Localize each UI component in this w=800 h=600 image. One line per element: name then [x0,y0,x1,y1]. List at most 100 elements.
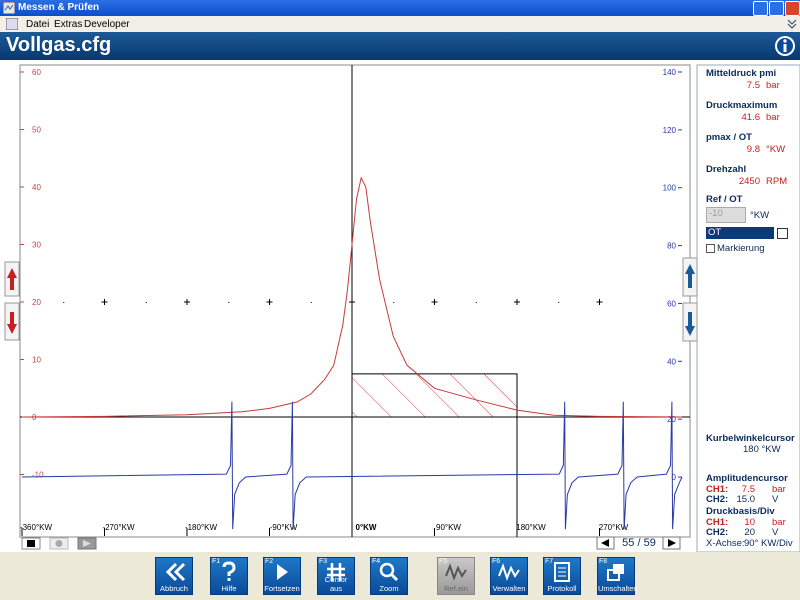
toolbar-button[interactable]: F2 Fortsetzen [263,557,301,595]
title-bar: Messen & Prüfen [0,0,800,16]
function-key: F1 [212,558,221,565]
basis-value: 20 [744,527,755,538]
x-tick-label: 270°KW [599,523,629,532]
y-tick-label: 60 [32,68,41,77]
button-icon [222,561,236,581]
menu-bar: Datei Extras Developer [0,16,800,33]
button-label: Verwalten [492,584,526,593]
y-tick-label: 20 [32,298,41,307]
basis-unit: bar [772,517,786,528]
y2-tick-label: 40 [667,357,676,366]
window-title: Messen & Prüfen [18,2,100,13]
amp-channel: CH1: [706,484,729,495]
y2-tick-label: 60 [667,299,676,308]
y2-down-button[interactable] [682,302,698,342]
minimize-button[interactable] [753,1,768,16]
amp-unit: bar [772,484,786,495]
menu-item[interactable]: Developer [84,19,130,30]
toolbar-button[interactable]: Abbruch [155,557,193,595]
plot-frame [19,64,691,538]
grid-marker [514,299,520,305]
markierung-checkbox[interactable] [706,244,715,253]
grid-dot [63,302,65,303]
button-label: Zoom [379,584,399,593]
grid-dot [558,302,560,303]
grid-marker [184,299,190,305]
info-button[interactable] [774,35,796,57]
toolbar-button[interactable]: F3 Cursor aus [317,557,355,595]
x-tick-label: 90°KW [436,523,461,532]
toolbar: Abbruch F1 Hilfe F2 Fortsetzen F3 Cursor aus F4… [0,552,800,600]
record-icon [55,540,63,547]
toolbar-button[interactable]: F6 Verwalten [490,557,528,595]
basis-channel: CH1: [706,517,729,528]
ref-ot-input: -10 [706,207,746,223]
amp-channel: CH2: [706,494,729,505]
y2-up-button[interactable] [682,257,698,297]
collapse-icon[interactable] [786,18,798,30]
function-key: F4 [372,558,381,565]
kw-cursor-label: Kurbelwinkelcursor [706,433,795,444]
grid-marker [596,299,603,305]
toolbar-button[interactable]: F4 Zoom [370,557,408,595]
y-tick-label: 40 [32,183,41,192]
basis-label: Druckbasis/Div [706,506,775,517]
basis-unit: V [772,527,779,538]
button-icon [554,562,570,582]
kw-cursor-value: 180 °KW [743,444,781,455]
ref-ot-label: Ref / OT [706,194,743,205]
x-tick-label: -360°KW [20,523,53,532]
readout-unit: °KW [766,144,786,155]
button-icon [379,562,399,582]
grid-marker [431,299,438,305]
toolbar-button[interactable]: F1 Hilfe [210,557,248,595]
button-label: Fortsetzen [264,584,300,593]
markierung-label: Markierung [717,243,765,254]
menu-item[interactable]: Extras [54,19,83,30]
pmi-area [351,373,518,418]
menu-item[interactable]: Datei [26,19,50,30]
readout-panel: Mitteldruck pmi 7.5 bar Druckmaximum 41.6 bar… [706,60,800,552]
grid-marker [266,299,273,305]
function-key: F2 [265,558,274,565]
toolbar-button[interactable]: F7 Protokoll [543,557,581,595]
readout-label: Mitteldruck pmi [706,68,777,79]
function-key: F6 [492,558,501,565]
readout-unit: bar [766,112,780,123]
button-label: Protokoll [547,584,577,593]
xaxis-label: X-Achse: [706,538,745,549]
x-tick-label: 180°KW [516,523,546,532]
grid-dot [145,302,147,303]
maximize-button[interactable] [769,1,784,16]
menu-icon [6,18,18,30]
button-label: Umschalten [598,584,638,593]
readout-label: Drehzahl [706,164,747,175]
y-down-button[interactable] [4,302,20,341]
basis-channel: CH2: [706,527,729,538]
button-icon [607,564,624,581]
y-up-button[interactable] [4,261,20,297]
ref-ot-unit: °KW [750,210,770,221]
y-tick-label: -10 [32,471,44,480]
y2-tick-label: 80 [667,242,676,251]
button-icon [498,563,520,581]
readout-unit: bar [766,80,780,91]
trace [21,176,683,418]
toolbar-button[interactable]: F8 Umschalten [597,557,638,595]
x-tick-label: 0°KW [356,523,377,532]
page-counter: 55 / 59 [622,537,656,549]
close-button[interactable] [785,1,800,16]
button-label: Abbruch [160,584,188,593]
config-title: Vollgas.cfg [6,34,112,56]
grid-marker [101,299,108,305]
grid-dot [228,302,230,303]
ot-checkbox[interactable] [777,228,788,239]
button-icon [327,563,345,581]
trace [21,401,683,530]
y2-tick-label: 140 [663,68,677,77]
grid-dot [310,302,312,303]
amp-value: 7.5 [741,484,755,495]
button-icon [445,563,467,581]
ot-button[interactable]: OT Bestimmung [706,227,774,249]
